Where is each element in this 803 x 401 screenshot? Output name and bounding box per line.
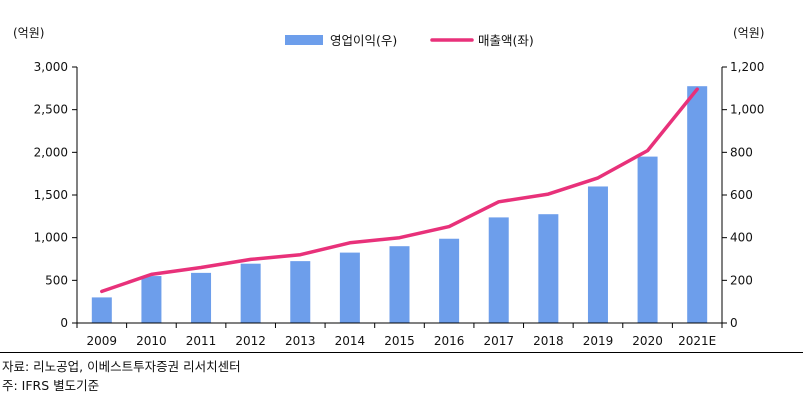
x-tick-label: 2021E bbox=[678, 334, 716, 348]
right-tick-label: 1,000 bbox=[730, 103, 764, 117]
bar bbox=[587, 186, 608, 323]
line-series-layer bbox=[100, 87, 699, 294]
left-tick-label: 0 bbox=[60, 316, 68, 330]
legend: 영업이익(우) 매출액(좌) bbox=[285, 33, 534, 48]
x-tick-label: 2015 bbox=[384, 334, 415, 348]
x-tick-label: 2013 bbox=[285, 334, 316, 348]
left-tick-label: 1,000 bbox=[34, 231, 68, 245]
line-series bbox=[100, 87, 699, 294]
x-tick-label: 2012 bbox=[235, 334, 266, 348]
source-divider bbox=[0, 352, 803, 353]
legend-line-label: 매출액(좌) bbox=[478, 33, 534, 48]
x-tick-label: 2016 bbox=[434, 334, 465, 348]
bar bbox=[339, 252, 360, 323]
right-tick-label: 200 bbox=[730, 273, 753, 287]
x-tick-label: 2019 bbox=[583, 334, 614, 348]
right-tick-label: 600 bbox=[730, 188, 753, 202]
x-axis-ticks: 2009 2010 2011 2012 2013 2014 2015 2016 2017 2018… bbox=[76, 323, 723, 348]
x-tick-label: 2017 bbox=[483, 334, 514, 348]
bar-series bbox=[91, 86, 708, 323]
legend-bar-swatch bbox=[285, 35, 323, 45]
basis-note: 주: IFRS 별도기준 bbox=[2, 378, 100, 393]
source-note: 자료: 리노공업, 이베스트투자증권 리서치센터 bbox=[2, 359, 241, 374]
right-axis-ticks: 0 200 400 600 800 1,000 1,200 bbox=[722, 60, 764, 330]
bar bbox=[240, 263, 261, 323]
right-tick-label: 400 bbox=[730, 231, 753, 245]
x-tick-label: 2009 bbox=[87, 334, 118, 348]
right-tick-label: 1,200 bbox=[730, 60, 764, 74]
left-axis-unit: (억원) bbox=[13, 26, 44, 40]
bar bbox=[290, 261, 311, 323]
bar bbox=[687, 86, 708, 323]
bar bbox=[141, 276, 162, 323]
x-tick-label: 2014 bbox=[335, 334, 366, 348]
right-tick-label: 0 bbox=[730, 316, 738, 330]
legend-bar-label: 영업이익(우) bbox=[330, 33, 397, 48]
bar bbox=[191, 272, 212, 323]
x-tick-label: 2011 bbox=[186, 334, 217, 348]
x-tick-label: 2018 bbox=[533, 334, 564, 348]
left-tick-label: 2,000 bbox=[34, 145, 68, 159]
x-tick-label: 2010 bbox=[136, 334, 167, 348]
left-axis-ticks: 0 500 1,000 1,500 2,000 2,500 3,000 bbox=[34, 60, 77, 330]
left-tick-label: 500 bbox=[45, 273, 68, 287]
left-tick-label: 3,000 bbox=[34, 60, 68, 74]
bar bbox=[538, 214, 559, 323]
left-tick-label: 2,500 bbox=[34, 103, 68, 117]
right-tick-label: 800 bbox=[730, 145, 753, 159]
footnotes: 자료: 리노공업, 이베스트투자증권 리서치센터 주: IFRS 별도기준 bbox=[2, 357, 241, 395]
bar bbox=[91, 297, 112, 323]
x-tick-label: 2020 bbox=[632, 334, 663, 348]
bar bbox=[637, 156, 658, 323]
bar bbox=[488, 217, 509, 323]
bar bbox=[389, 246, 410, 323]
left-tick-label: 1,500 bbox=[34, 188, 68, 202]
right-axis-unit: (억원) bbox=[733, 26, 764, 40]
bar bbox=[439, 238, 460, 323]
